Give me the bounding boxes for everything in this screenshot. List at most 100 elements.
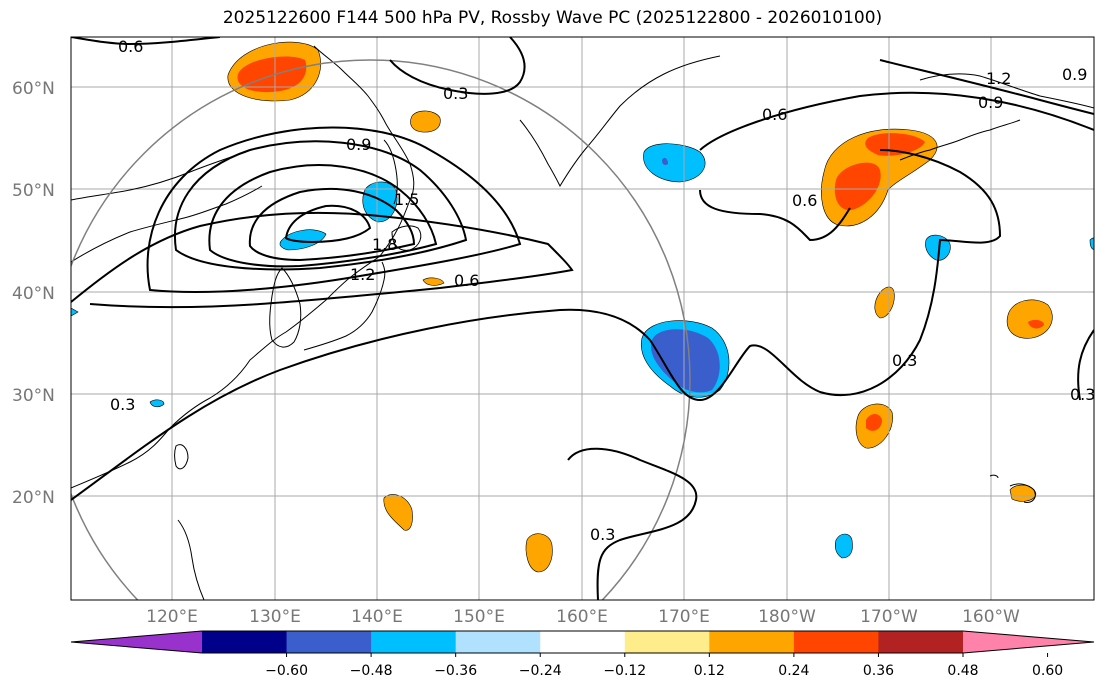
negative-anomaly-core	[662, 157, 668, 165]
negative-anomaly-blob	[362, 181, 398, 223]
negative-anomaly-blob	[834, 533, 853, 559]
map-frame	[70, 36, 1095, 601]
contour-label: 0.6	[454, 271, 479, 290]
latitude-labels: 60°N 50°N 40°N 30°N 20°N	[12, 79, 55, 508]
contour-label: 0.3	[590, 525, 615, 544]
colorbar-tick-label: −0.60	[265, 663, 308, 679]
contour-label: 0.6	[762, 105, 787, 124]
lon-label: 130°E	[249, 607, 301, 627]
colorbar-extend-high	[963, 631, 1094, 653]
sakhalin-island	[383, 139, 398, 205]
positive-anomaly-blob	[525, 533, 553, 573]
contour-line	[699, 189, 851, 242]
colorbar-tick-label: 0.36	[863, 663, 894, 679]
positive-anomaly-blob	[410, 110, 441, 133]
asia-coastline	[71, 45, 415, 489]
contour-label: 0.3	[892, 351, 917, 370]
contour-label: 0.9	[1062, 65, 1087, 84]
contour-label: 0.6	[118, 37, 143, 56]
contour-labels: 0.6 0.3 0.9 1.5 1.8 1.2 0.6 0.6 0.6 1.2 …	[110, 37, 1095, 544]
negative-anomaly-blob	[149, 399, 165, 408]
negative-anomaly-blob	[925, 234, 951, 261]
colorbar-swatch	[624, 631, 710, 653]
colorbar-outline	[70, 630, 1095, 654]
positive-anomaly-core	[1028, 319, 1044, 329]
aleutian-islands	[899, 119, 1021, 161]
colorbar-tick-label: 0.12	[694, 663, 725, 679]
colorbar-swatch	[709, 631, 795, 653]
hawaii-islands	[989, 474, 1036, 503]
contour-label: 1.2	[350, 265, 375, 284]
colorbar: −0.60 −0.48 −0.36 −0.24 −0.12 0.12 0.24 0.36 0.4…	[70, 630, 1095, 679]
colorbar-swatch	[455, 631, 541, 653]
negative-anomaly-core	[650, 329, 720, 393]
negative-anomaly-blob	[643, 143, 706, 183]
contour-label: 0.3	[1070, 385, 1095, 404]
contour-label: 0.9	[346, 135, 371, 154]
contour-label: 0.3	[110, 395, 135, 414]
lon-label: 170°E	[658, 607, 710, 627]
contour-label: 0.6	[792, 191, 817, 210]
lon-label: 180°W	[758, 607, 816, 627]
mongolia-border	[71, 151, 247, 201]
philippines-coastline	[177, 519, 205, 600]
lat-label: 30°N	[12, 386, 55, 406]
contour-line	[248, 187, 416, 262]
positive-anomaly-core	[834, 162, 881, 211]
negative-anomaly-blob	[279, 229, 327, 251]
positive-anomaly-core	[866, 414, 882, 431]
contour-line	[71, 211, 574, 308]
lon-label: 120°E	[146, 607, 198, 627]
colorbar-swatch	[286, 631, 372, 653]
colorbar-tick-label: −0.12	[603, 663, 646, 679]
colorbar-tick-label: −0.24	[519, 663, 562, 679]
contour-line	[174, 140, 468, 271]
contour-line	[699, 91, 1094, 151]
longitude-labels: 120°E 130°E 140°E 150°E 160°E 170°E 180°…	[146, 607, 1020, 627]
contour-line	[284, 204, 372, 244]
colorbar-tick-label: 0.24	[778, 663, 809, 679]
contour-label: 1.5	[394, 190, 419, 209]
map-title: 2025122600 F144 500 hPa PV, Rossby Wave …	[222, 8, 883, 28]
contour-label: 1.2	[986, 69, 1011, 88]
contour-line	[71, 149, 1002, 501]
lon-label: 160°W	[962, 607, 1020, 627]
gridlines	[71, 37, 1094, 600]
taiwan-island	[174, 444, 189, 470]
alaska-coastline	[919, 73, 1094, 109]
contour-line	[389, 37, 526, 95]
lat-label: 20°N	[12, 488, 55, 508]
japan-honshu	[303, 261, 386, 351]
contour-line	[71, 37, 221, 46]
negative-anomaly-blob	[71, 307, 79, 317]
contour-line	[146, 126, 522, 294]
contour-label: 0.9	[978, 93, 1003, 112]
lon-label: 150°E	[453, 607, 505, 627]
colorbar-tick-label: 0.60	[1032, 663, 1063, 679]
contour-line	[567, 447, 698, 600]
lon-label: 140°E	[351, 607, 403, 627]
contour-label: 0.3	[443, 84, 468, 103]
lon-label: 170°W	[860, 607, 918, 627]
colorbar-swatch	[878, 631, 964, 653]
map-area: 0.6 0.3 0.9 1.5 1.8 1.2 0.6 0.6 0.6 1.2 …	[71, 37, 1095, 600]
negative-anomaly-blob	[1089, 237, 1094, 250]
colorbar-tick-label: 0.48	[947, 663, 978, 679]
colorbar-swatch	[540, 631, 626, 653]
colorbar-tick-label: −0.36	[434, 663, 477, 679]
lat-label: 60°N	[12, 79, 55, 99]
colorbar-swatch	[202, 631, 288, 653]
colorbar-tick-label: −0.48	[350, 663, 393, 679]
lon-label: 160°E	[556, 607, 608, 627]
contour-line	[208, 164, 438, 268]
contour-line	[879, 59, 1094, 115]
lat-label: 50°N	[12, 181, 55, 201]
china-inland-border	[71, 185, 263, 263]
contour-line	[1077, 329, 1094, 401]
colorbar-extend-low	[71, 631, 202, 653]
positive-anomaly-blob	[422, 277, 445, 286]
positive-anomaly-core	[237, 56, 307, 93]
pv-contours	[71, 37, 1094, 600]
great-circle-ring	[71, 59, 691, 600]
